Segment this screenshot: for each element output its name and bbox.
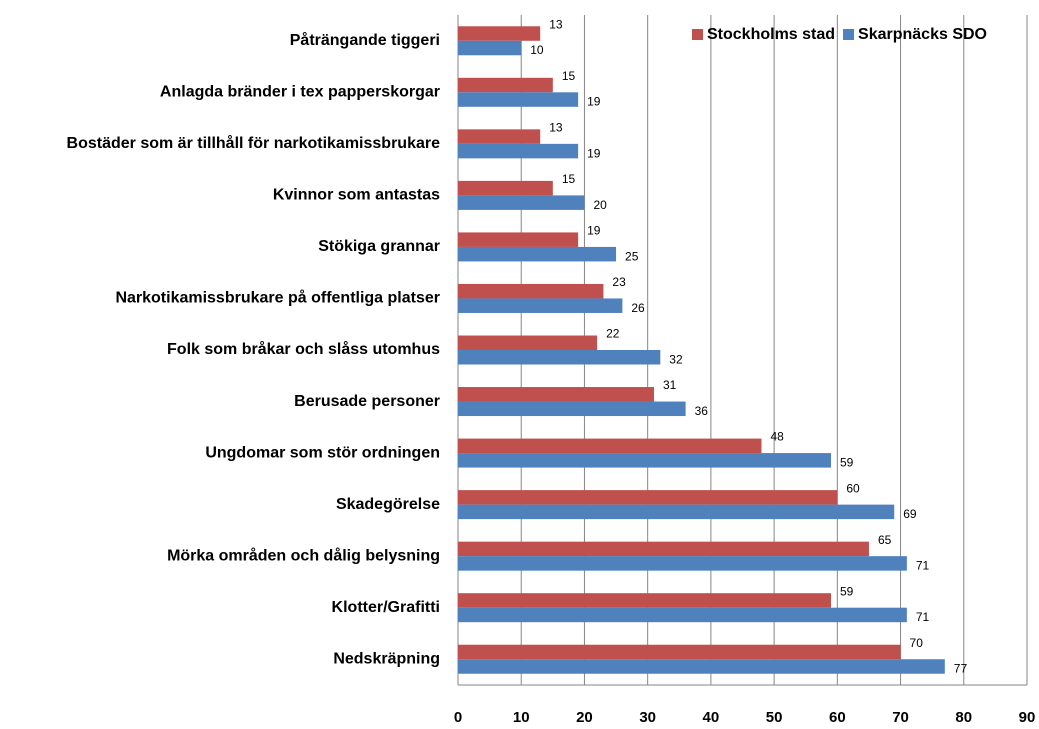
data-label: 25 [625,249,639,263]
x-tick-label: 80 [955,709,972,726]
category-label: Narkotikamissbrukare på offentliga plats… [115,289,440,307]
data-label: 48 [770,430,784,444]
category-label: Berusade personer [294,393,440,410]
bar [458,607,907,623]
category-label: Stökiga grannar [318,238,440,255]
data-label: 36 [695,404,709,418]
x-tick-label: 70 [892,709,909,726]
data-label: 15 [562,172,576,186]
bar [458,143,579,159]
data-label: 77 [954,662,968,676]
data-label: 32 [669,352,683,366]
bar [458,644,901,660]
data-label: 70 [910,636,924,650]
data-label: 22 [606,327,620,341]
legend-swatch [843,29,855,40]
bar [458,246,617,262]
bar [458,40,522,56]
data-label: 71 [916,610,930,624]
bar [458,26,541,41]
data-label: 69 [903,507,917,521]
bar [458,659,945,674]
bar [458,453,832,468]
bar [458,438,762,454]
bar [458,335,598,350]
data-label: 15 [562,69,576,83]
data-label: 71 [916,559,930,573]
bar [458,195,585,210]
x-tick-label: 10 [513,709,530,726]
bar [458,387,654,402]
data-label: 59 [840,584,854,598]
legend-label: Stockholms stad [707,26,835,43]
x-tick-label: 30 [639,709,656,726]
bar [458,350,661,365]
x-tick-label: 60 [829,709,846,726]
data-label: 19 [587,146,601,160]
category-label: Påträngande tiggeri [290,31,440,49]
category-label: Bostäder som är tillhåll för narkotikami… [67,134,441,152]
bar [458,541,869,557]
data-label: 13 [549,121,563,135]
category-label: Klotter/Grafitti [332,599,440,616]
bar [458,593,832,608]
bar [458,283,604,299]
x-tick-label: 90 [1019,709,1036,726]
category-label: Ungdomar som stör ordningen [205,444,440,461]
data-label: 19 [587,95,601,109]
x-tick-label: 40 [703,709,720,726]
bar [458,129,541,144]
bar [458,92,579,107]
category-label: Kvinnor som antastas [273,187,440,204]
x-tick-label: 50 [766,709,783,726]
bar [458,77,553,93]
bar [458,180,553,196]
category-label: Nedskräpning [333,650,440,667]
legend-label: Skarpnäcks SDO [858,26,987,43]
data-label: 20 [593,198,607,212]
data-label: 59 [840,455,854,469]
bar [458,401,686,417]
data-label: 13 [549,17,563,31]
data-label: 10 [530,43,544,57]
data-label: 23 [612,275,626,289]
category-label: Mörka områden och dålig belysning [167,546,440,564]
bar [458,298,623,313]
legend-swatch [692,29,703,40]
category-label: Skadegörelse [336,496,440,513]
data-label: 19 [587,224,601,238]
x-tick-label: 0 [454,709,462,726]
data-label: 65 [878,533,892,547]
bar [458,504,895,520]
x-tick-label: 20 [576,709,593,726]
bar [458,556,907,571]
data-label: 31 [663,378,677,392]
data-label: 60 [846,481,860,495]
category-label: Anlagda bränder i tex papperskorgar [160,84,440,101]
bar [458,490,838,505]
category-label: Folk som bråkar och slåss utomhus [167,340,440,358]
data-label: 26 [631,301,645,315]
bar [458,232,579,247]
